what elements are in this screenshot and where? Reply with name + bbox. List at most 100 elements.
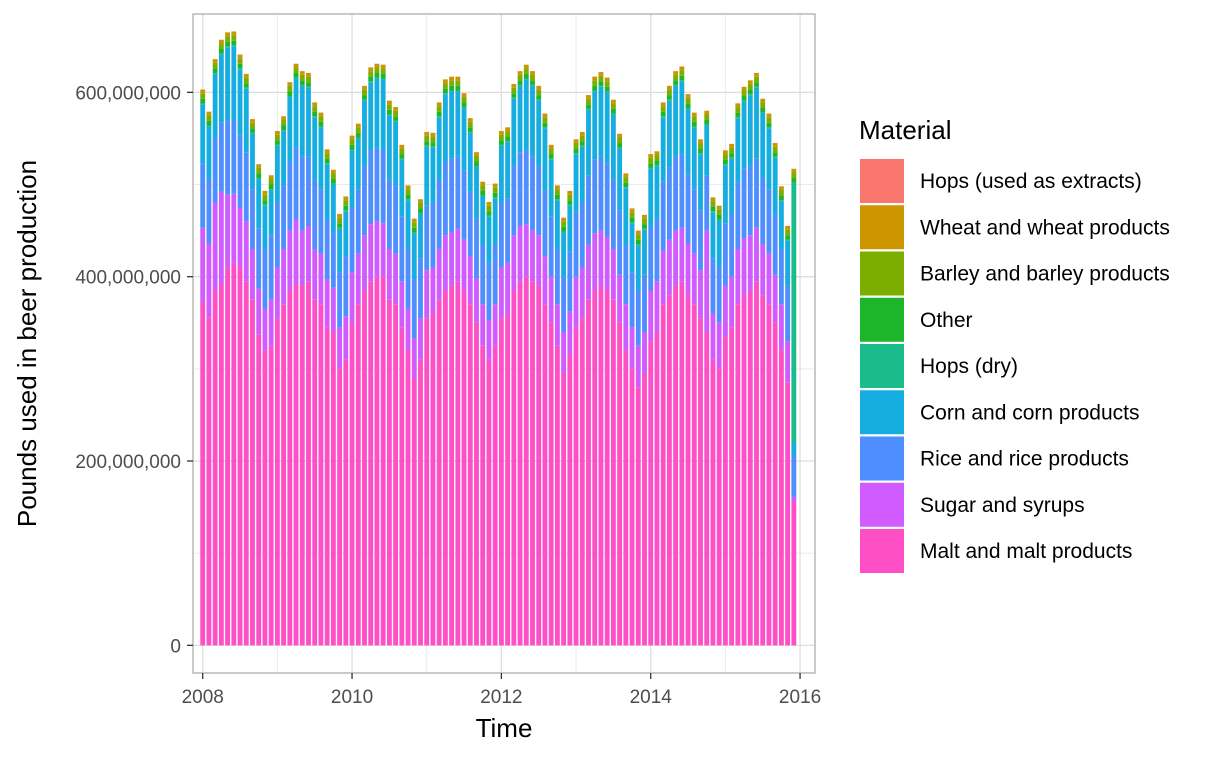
bar-segment: [212, 290, 218, 646]
bar-segment: [523, 224, 529, 277]
bar-segment: [455, 76, 461, 81]
bar-segment: [343, 359, 349, 646]
bar-segment: [561, 226, 567, 232]
bar-segment: [617, 137, 623, 144]
bar-segment: [411, 222, 417, 228]
bar-segment: [262, 204, 268, 206]
bar-segment: [586, 95, 591, 99]
bar-segment: [592, 233, 598, 291]
bar-segment: [778, 195, 784, 201]
bar-segment: [486, 211, 492, 216]
bar-stack: [554, 185, 560, 646]
bar-segment: [293, 77, 299, 79]
bar-stack: [747, 80, 753, 646]
bar-stack: [293, 63, 299, 646]
bar-segment: [498, 267, 504, 319]
bar-segment: [567, 311, 573, 356]
bar-segment: [573, 153, 579, 155]
bar-segment: [206, 120, 212, 126]
bar-segment: [330, 169, 336, 174]
bar-segment: [517, 225, 523, 282]
bar-segment: [386, 104, 392, 110]
bar-segment: [542, 113, 548, 118]
bar-segment: [486, 215, 492, 217]
bar-segment: [635, 290, 641, 346]
bar-segment: [554, 249, 560, 305]
bar-segment: [610, 103, 616, 109]
bar-segment: [380, 276, 386, 646]
bar-segment: [710, 212, 716, 259]
bar-segment: [256, 178, 262, 179]
bar-segment: [442, 161, 448, 236]
bar-segment: [293, 147, 299, 220]
bar-segment: [281, 249, 287, 305]
bar-segment: [592, 90, 598, 92]
bar-stack: [250, 118, 255, 646]
bar-stack: [716, 205, 722, 646]
bar-segment: [735, 249, 741, 305]
bar-segment: [548, 144, 554, 149]
bar-segment: [754, 82, 759, 87]
bar-segment: [530, 85, 535, 157]
bar-segment: [312, 117, 318, 180]
bar-segment: [274, 134, 280, 141]
bar-stack: [262, 190, 268, 646]
bar-segment: [691, 112, 697, 117]
bar-segment: [598, 86, 604, 157]
bar-stack: [411, 218, 417, 646]
bar-segment: [567, 205, 573, 252]
bar-segment: [306, 156, 311, 226]
bar-segment: [642, 218, 647, 225]
bar-segment: [554, 185, 560, 190]
bar-segment: [225, 32, 231, 37]
bar-segment: [579, 146, 585, 203]
bar-segment: [368, 281, 374, 646]
bar-segment: [629, 212, 635, 218]
bar-segment: [685, 174, 691, 244]
bar-segment: [722, 159, 728, 165]
bar-segment: [337, 214, 343, 218]
bar-segment: [287, 91, 293, 97]
bar-segment: [760, 295, 766, 646]
bar-segment: [368, 224, 374, 282]
bar-segment: [766, 128, 772, 190]
bar-segment: [480, 185, 486, 191]
bar-segment: [579, 318, 585, 646]
bar-segment: [542, 122, 548, 128]
bar-segment: [567, 200, 573, 205]
bar-segment: [374, 77, 380, 79]
bar-segment: [386, 114, 392, 116]
bar-segment: [424, 145, 430, 147]
bar-segment: [486, 202, 492, 206]
legend-key: [860, 205, 904, 250]
bar-segment: [237, 135, 243, 208]
bar-segment: [330, 287, 336, 332]
bar-segment: [324, 163, 330, 165]
x-tick-label: 2012: [480, 687, 522, 708]
bar-segment: [237, 58, 243, 64]
bar-segment: [461, 239, 467, 291]
bar-segment: [530, 230, 535, 282]
bar-segment: [505, 142, 511, 199]
bar-segment: [262, 194, 268, 201]
bar-segment: [243, 77, 249, 84]
bar-segment: [704, 125, 710, 176]
bar-segment: [349, 322, 355, 646]
bar-segment: [542, 117, 548, 123]
bar-segment: [449, 158, 455, 233]
bar-segment: [772, 143, 778, 147]
bar-segment: [754, 227, 759, 282]
bar-segment: [399, 148, 405, 155]
bar-segment: [212, 138, 218, 203]
bar-segment: [598, 285, 604, 646]
bar-segment: [411, 227, 417, 233]
bar-segment: [511, 290, 517, 646]
legend-key: [860, 251, 904, 296]
bar-segment: [492, 244, 498, 305]
bar-segment: [380, 78, 386, 80]
bar-segment: [250, 119, 255, 123]
x-tick-label: 2016: [779, 687, 821, 708]
x-tick-label: 2008: [182, 687, 224, 708]
bar-segment: [698, 143, 703, 149]
bar-segment: [256, 178, 262, 229]
